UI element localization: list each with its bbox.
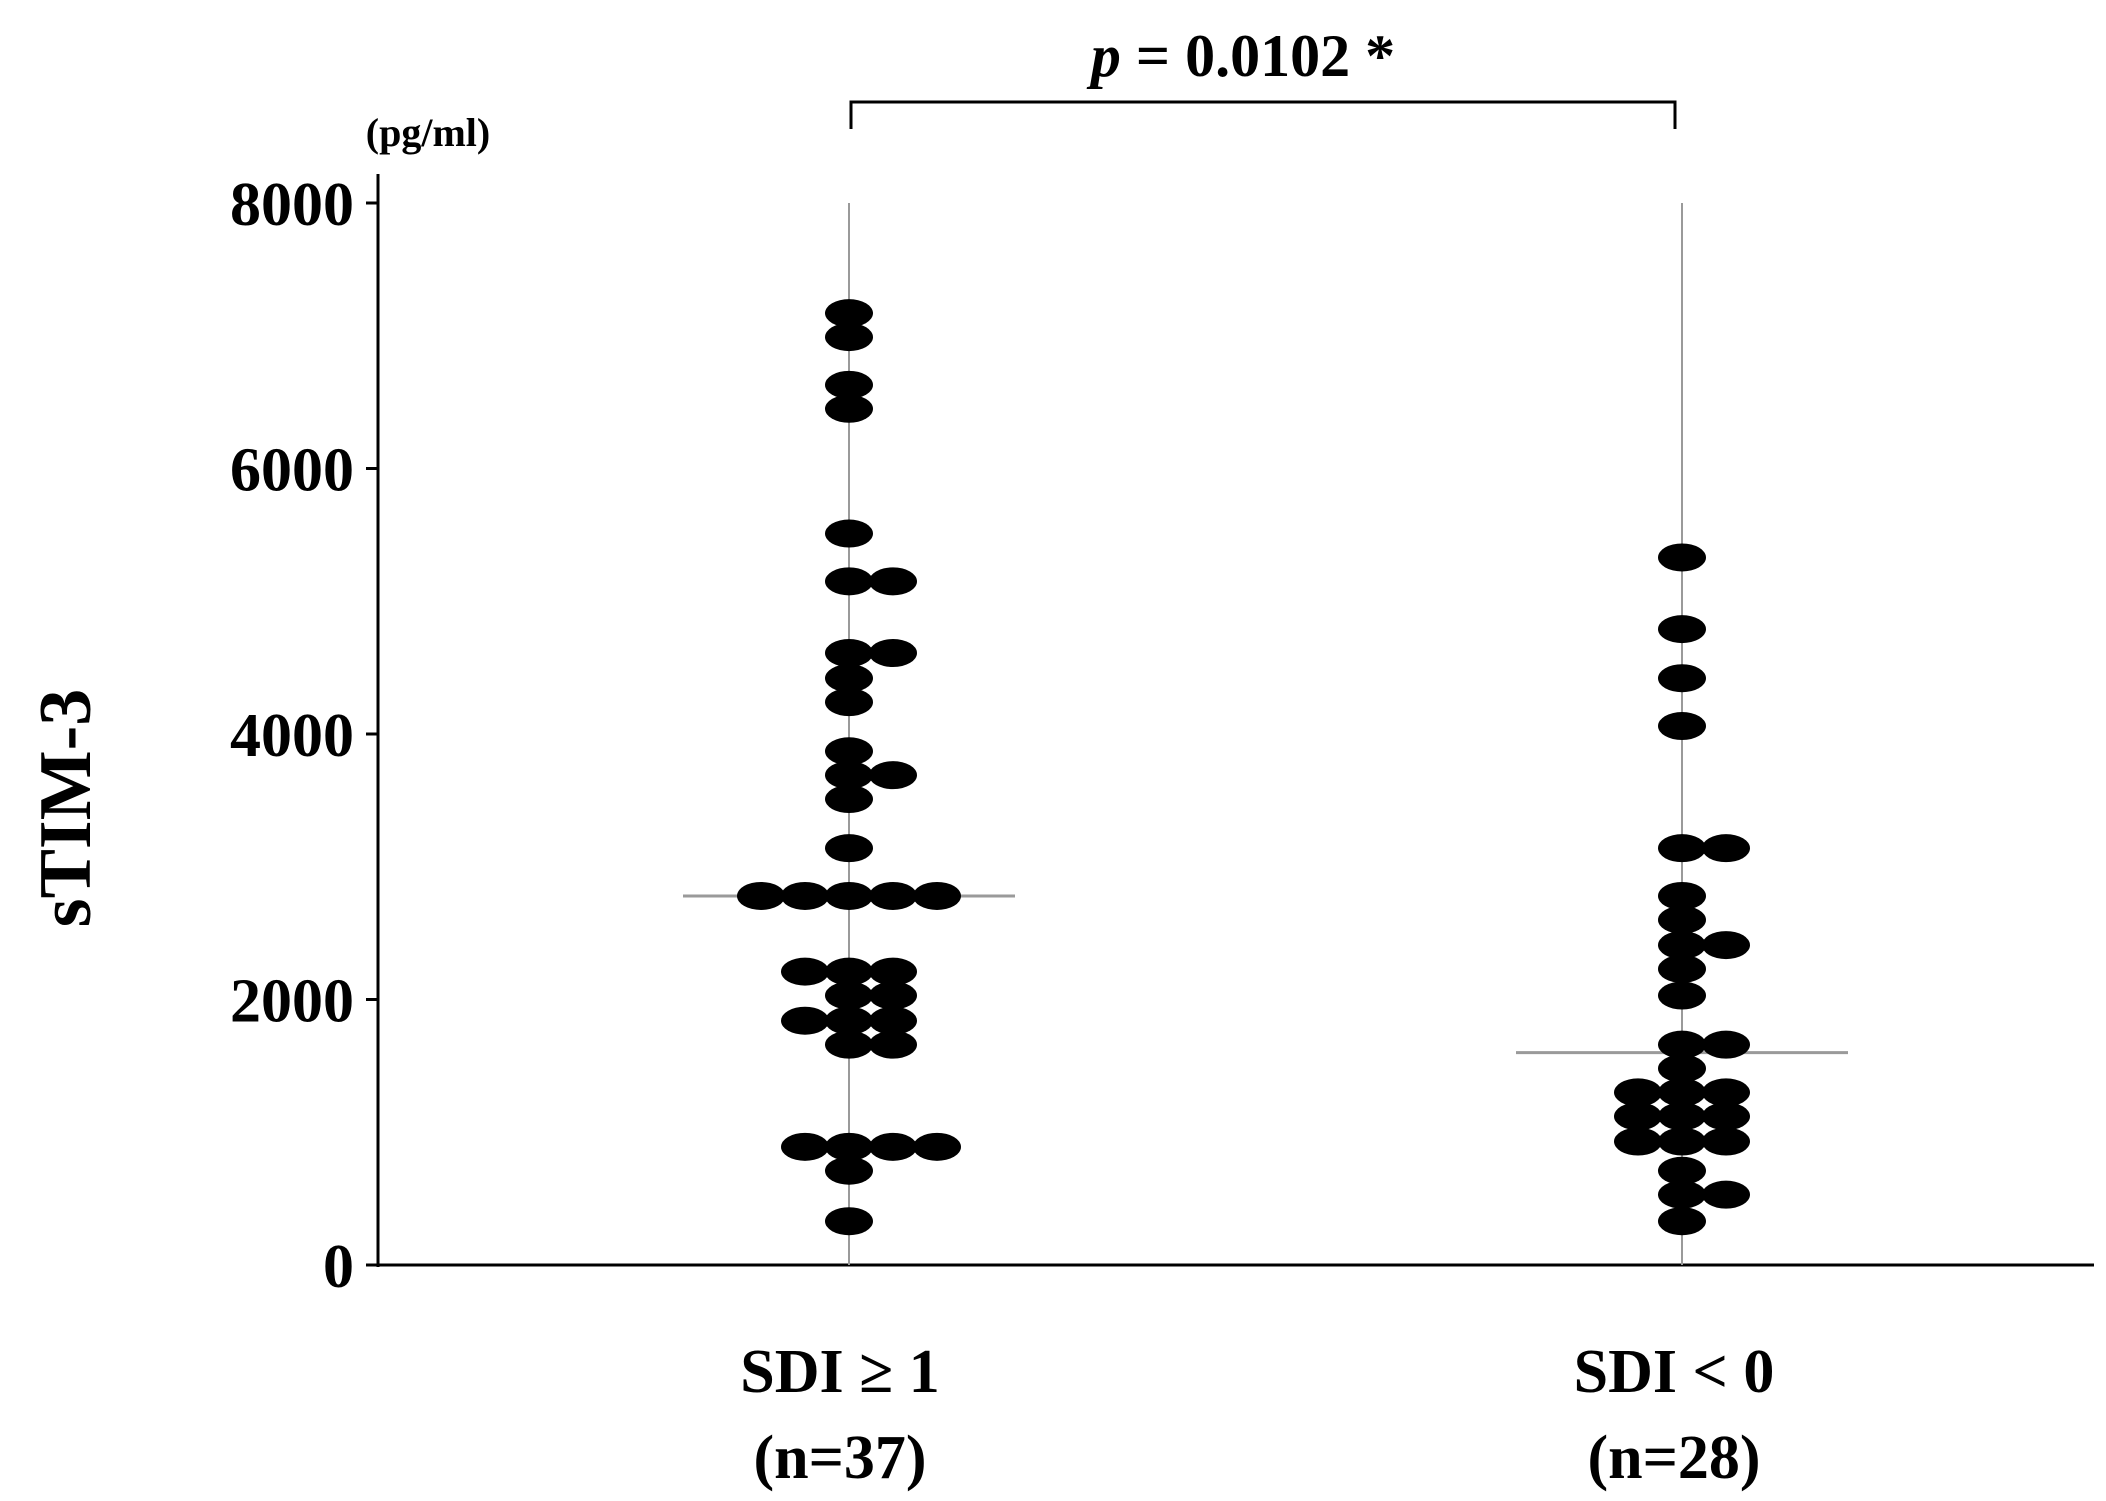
data-point — [781, 1132, 829, 1161]
data-point — [825, 664, 873, 693]
data-point — [825, 688, 873, 717]
data-point — [869, 567, 917, 596]
data-point — [737, 881, 785, 910]
data-points — [737, 299, 1750, 1236]
data-point — [1658, 981, 1706, 1010]
data-point — [1658, 543, 1706, 572]
data-point — [781, 881, 829, 910]
data-point — [825, 1207, 873, 1236]
data-point — [825, 761, 873, 790]
data-point — [869, 881, 917, 910]
y-unit-label: (pg/ml) — [366, 110, 490, 155]
data-point — [1658, 834, 1706, 863]
data-point — [869, 1132, 917, 1161]
p-value-label: p = 0.0102 * — [1086, 23, 1395, 89]
group-2-label: SDI < 0 — [1574, 1338, 1775, 1406]
y-ticks: 0 2000 4000 6000 8000 — [230, 171, 378, 1301]
data-point — [1658, 1207, 1706, 1236]
group-1-n-label: (n=37) — [753, 1424, 926, 1492]
data-point — [825, 370, 873, 399]
data-point — [1702, 1127, 1750, 1156]
data-point — [869, 1006, 917, 1035]
significance-bracket — [849, 100, 1677, 129]
data-point — [825, 323, 873, 352]
data-point — [825, 1156, 873, 1185]
data-point — [1658, 1054, 1706, 1083]
data-point — [1614, 1127, 1662, 1156]
data-point — [1702, 931, 1750, 960]
p-italic: p — [1086, 23, 1121, 89]
data-point — [1702, 834, 1750, 863]
data-point — [1614, 1102, 1662, 1131]
data-point — [825, 834, 873, 863]
data-point — [1658, 881, 1706, 910]
data-point — [1658, 1102, 1706, 1131]
data-point — [1702, 1102, 1750, 1131]
y-tick-label: 2000 — [230, 968, 354, 1036]
data-point — [1614, 1078, 1662, 1107]
data-point — [825, 299, 873, 328]
data-point — [825, 1132, 873, 1161]
data-point — [1658, 712, 1706, 741]
data-point — [1658, 1030, 1706, 1059]
y-tick-label: 4000 — [230, 702, 354, 770]
data-point — [1702, 1078, 1750, 1107]
data-point — [913, 881, 961, 910]
data-point — [1658, 954, 1706, 983]
data-point — [1658, 615, 1706, 644]
data-point — [825, 981, 873, 1010]
data-point — [1658, 1127, 1706, 1156]
data-point — [1658, 664, 1706, 693]
data-point — [781, 1006, 829, 1035]
y-tick-label: 6000 — [230, 437, 354, 505]
data-point — [869, 981, 917, 1010]
data-point — [825, 737, 873, 766]
data-point — [825, 1006, 873, 1035]
data-point — [825, 957, 873, 986]
data-point — [825, 881, 873, 910]
data-point — [1658, 1078, 1706, 1107]
data-point — [825, 394, 873, 423]
data-point — [825, 567, 873, 596]
data-point — [825, 639, 873, 668]
group-1-label: SDI ≥ 1 — [740, 1338, 939, 1406]
y-tick-label: 0 — [323, 1233, 354, 1301]
data-point — [869, 639, 917, 668]
group-2-n-label: (n=28) — [1587, 1424, 1760, 1492]
data-point — [825, 1030, 873, 1059]
data-point — [1702, 1030, 1750, 1059]
data-point — [1658, 905, 1706, 934]
y-axis-title: sTIM-3 — [25, 689, 107, 927]
data-point — [869, 761, 917, 790]
y-tick-label: 8000 — [230, 171, 354, 239]
data-point — [825, 519, 873, 548]
data-point — [869, 1030, 917, 1059]
data-point — [869, 957, 917, 986]
p-value-text: = 0.0102 * — [1121, 23, 1395, 89]
data-point — [1702, 1180, 1750, 1209]
data-point — [1658, 1156, 1706, 1185]
data-point — [1658, 1180, 1706, 1209]
data-point — [781, 957, 829, 986]
data-point — [913, 1132, 961, 1161]
data-point — [825, 785, 873, 814]
data-point — [1658, 931, 1706, 960]
